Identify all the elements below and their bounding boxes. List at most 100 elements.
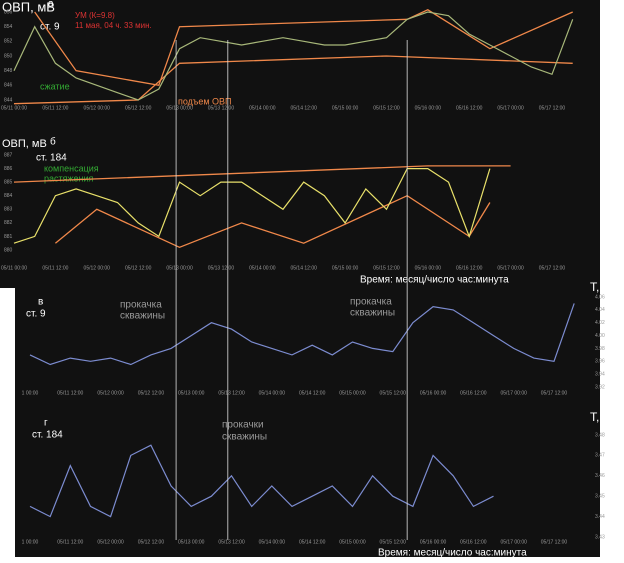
x-tick-label: 05/17 00:00 — [500, 390, 527, 396]
y-tick-label: 3.43 — [595, 534, 605, 540]
y-tick-label: 3.45 — [595, 494, 605, 500]
x-tick-label: 05/13 00:00 — [166, 265, 193, 271]
annotation: 11 мая, 04 ч. 33 мин. — [75, 21, 152, 30]
annotation: УМ (К=9.8) — [75, 11, 115, 20]
y-tick-label: 3.48 — [595, 432, 605, 438]
axis-label: T, °C — [590, 410, 616, 424]
y-tick-label: 3.92 — [595, 384, 605, 390]
x-tick-label: 1 00:00 — [22, 539, 39, 545]
y-tick-label: 885 — [4, 179, 13, 185]
y-tick-label: 852 — [4, 39, 13, 45]
y-tick-label: 3.94 — [595, 371, 605, 377]
x-tick-label: 05/12 12:00 — [138, 539, 165, 545]
annotation: ст. 184 — [32, 430, 63, 441]
data-line — [13, 11, 574, 101]
y-tick-label: 854 — [4, 24, 13, 30]
x-tick-label: 05/17 00:00 — [500, 539, 527, 545]
x-tick-label: 05/15 12:00 — [380, 390, 407, 396]
x-tick-label: 05/11 12:00 — [42, 265, 68, 271]
y-tick-label: 844 — [4, 97, 13, 103]
x-tick-label: 05/16 00:00 — [415, 105, 442, 111]
x-tick-label: 05/17 00:00 — [497, 265, 524, 271]
y-tick-label: 4.06 — [595, 294, 605, 300]
annotation: прокачка — [350, 297, 392, 308]
x-tick-label: 05/13 00:00 — [178, 390, 205, 396]
x-tick-label: 05/11 00:00 — [1, 105, 27, 111]
x-tick-label: 05/13 12:00 — [208, 105, 235, 111]
trend-line — [13, 165, 511, 183]
y-tick-label: 881 — [4, 234, 13, 240]
x-tick-label: 05/14 00:00 — [259, 539, 286, 545]
x-tick-label: 05/14 00:00 — [249, 265, 276, 271]
x-tick-label: 05/16 00:00 — [420, 539, 447, 545]
x-tick-label: 05/15 12:00 — [380, 539, 407, 545]
annotation: скважины — [120, 311, 165, 322]
panel-bg-top — [0, 0, 600, 288]
x-tick-label: 05/13 12:00 — [208, 265, 235, 271]
y-tick-label: 3.96 — [595, 359, 605, 365]
x-tick-label: 05/15 12:00 — [373, 105, 400, 111]
trend-line — [34, 9, 573, 87]
x-tick-label: 05/12 12:00 — [138, 390, 165, 396]
annotation: растяжения — [44, 173, 94, 183]
x-tick-label: 05/12 12:00 — [125, 265, 152, 271]
panel-label: а — [48, 0, 54, 10]
y-tick-label: 4.02 — [595, 320, 605, 326]
axis-label: ОВП, мВ — [2, 138, 47, 150]
x-tick-label: 05/17 12:00 — [541, 539, 568, 545]
x-tick-label: 05/14 12:00 — [299, 539, 326, 545]
x-axis-label: Время: месяц/число час:минута — [360, 275, 509, 286]
annotation: скважины — [350, 308, 395, 319]
x-tick-label: 1 00:00 — [22, 390, 39, 396]
y-tick-label: 3.47 — [595, 453, 605, 459]
axis-label: ОВП, мВ — [2, 0, 55, 14]
y-tick-label: 4.00 — [595, 333, 605, 339]
x-tick-label: 05/16 12:00 — [460, 539, 487, 545]
x-tick-label: 05/12 00:00 — [97, 539, 124, 545]
x-tick-label: 05/11 00:00 — [1, 265, 27, 271]
x-tick-label: 05/16 12:00 — [456, 265, 483, 271]
annotation: ст. 9 — [40, 22, 60, 33]
x-axis-label: Время: месяц/число час:минута — [378, 548, 527, 559]
trend-line — [13, 55, 573, 105]
y-tick-label: 3.44 — [595, 514, 605, 520]
panel-label: б — [50, 136, 56, 148]
x-tick-label: 05/17 12:00 — [539, 265, 566, 271]
x-tick-label: 05/15 00:00 — [332, 265, 359, 271]
y-tick-label: 880 — [4, 247, 13, 253]
x-tick-label: 05/16 00:00 — [420, 390, 447, 396]
annotation: скважины — [222, 432, 267, 443]
x-tick-label: 05/16 12:00 — [456, 105, 483, 111]
y-tick-label: 856 — [4, 9, 13, 15]
x-tick-label: 05/13 00:00 — [166, 105, 193, 111]
trend-line — [54, 194, 491, 249]
x-tick-label: 05/11 12:00 — [57, 539, 83, 545]
data-line — [13, 168, 491, 244]
x-tick-label: 05/14 00:00 — [249, 105, 276, 111]
axis-label: T, °C — [590, 280, 616, 294]
x-tick-label: 05/17 00:00 — [497, 105, 524, 111]
y-tick-label: 848 — [4, 68, 13, 74]
panel-label: в — [38, 297, 43, 308]
y-tick-label: 846 — [4, 83, 13, 89]
annotation: ст. 9 — [26, 309, 46, 320]
data-line — [29, 444, 494, 518]
x-tick-label: 05/14 12:00 — [290, 105, 317, 111]
x-tick-label: 05/12 12:00 — [125, 105, 152, 111]
y-tick-label: 883 — [4, 207, 13, 213]
annotation: прокачка — [120, 300, 162, 311]
annotation: прокачки — [222, 420, 264, 431]
x-tick-label: 05/15 00:00 — [339, 390, 366, 396]
y-tick-label: 4.04 — [595, 307, 605, 313]
x-tick-label: 05/12 00:00 — [97, 390, 124, 396]
y-tick-label: 884 — [4, 193, 13, 199]
annotation: ст. 184 — [36, 153, 67, 164]
x-tick-label: 05/16 00:00 — [415, 265, 442, 271]
y-tick-label: 887 — [4, 152, 13, 158]
y-tick-label: 882 — [4, 220, 13, 226]
annotation: сжатие — [40, 81, 70, 91]
x-tick-label: 05/15 12:00 — [373, 265, 400, 271]
y-tick-label: 850 — [4, 53, 13, 59]
y-tick-label: 3.46 — [595, 473, 605, 479]
